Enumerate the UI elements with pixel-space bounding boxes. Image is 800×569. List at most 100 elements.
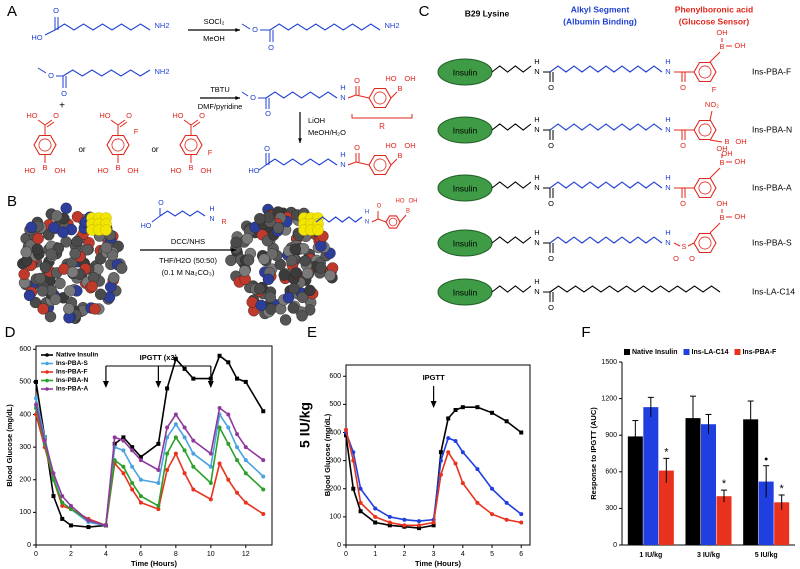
point <box>417 523 422 528</box>
legend-swatch <box>683 349 690 355</box>
label: MeOH <box>203 34 225 43</box>
y-tick-label: 300 <box>19 444 31 451</box>
label: (0.1 M Na₂CO₃) <box>162 268 215 277</box>
y-tick-label: 600 <box>19 346 31 353</box>
y-tick-label: 100 <box>329 514 341 521</box>
point <box>121 438 126 443</box>
atom-sphere <box>18 268 30 280</box>
atom-label: O <box>377 204 382 210</box>
annotation: IPGTT (x3) <box>140 353 178 362</box>
atom-sphere <box>304 284 316 297</box>
atom-sphere <box>299 255 311 267</box>
bond <box>110 119 119 126</box>
label: (Glucose Sensor) <box>679 16 750 26</box>
atom-label: N <box>209 216 214 223</box>
atom-sphere <box>324 269 336 282</box>
point <box>235 445 240 450</box>
atom-sphere <box>54 277 66 290</box>
point <box>34 396 38 401</box>
point <box>34 402 38 407</box>
atom-label: O <box>48 71 54 80</box>
point <box>217 405 222 410</box>
x-tick-label: 12 <box>242 551 250 558</box>
label: or <box>151 145 158 154</box>
point <box>490 410 495 415</box>
atom-sphere <box>279 314 292 326</box>
point <box>519 520 524 525</box>
point <box>156 507 161 512</box>
atom-label: OH <box>54 166 65 175</box>
y-tick-label: 0 <box>27 542 31 549</box>
plot-frame <box>345 364 531 546</box>
insulin-label: Insulin <box>453 238 478 248</box>
point <box>358 509 363 514</box>
atom-sphere <box>100 241 113 254</box>
conjugate-name: Ins-LA-C14 <box>752 286 795 296</box>
atom-label: N <box>665 183 670 192</box>
point <box>373 514 378 519</box>
point <box>387 520 392 525</box>
point <box>138 494 143 499</box>
y-tick-label: 300 <box>605 505 617 512</box>
point <box>417 519 422 524</box>
atom-label: HO <box>99 111 110 120</box>
point <box>165 386 170 391</box>
aromatic-circle <box>184 138 198 152</box>
bar <box>774 502 790 545</box>
bar <box>743 419 759 545</box>
point <box>156 503 161 508</box>
x-tick-label: 0 <box>34 551 38 558</box>
y-tick-label: 500 <box>329 401 341 408</box>
point <box>431 520 436 525</box>
point <box>182 471 187 476</box>
bond <box>355 94 370 99</box>
x-axis-label: Time (Hours) <box>131 559 178 568</box>
atom-sphere <box>239 265 251 277</box>
atom-label: OH <box>404 74 415 83</box>
bar <box>643 407 659 545</box>
atom-sphere <box>44 310 57 323</box>
x-tick-label: 6 <box>139 551 143 558</box>
x-tick-label: 3 IU/kg <box>697 552 720 559</box>
point <box>60 500 65 505</box>
x-tick-label: 10 <box>207 551 215 558</box>
atom-label: H <box>340 150 345 159</box>
aromatic-circle <box>698 181 712 195</box>
label: LiOH <box>308 116 325 125</box>
point <box>130 487 135 492</box>
atom-label: O <box>265 109 271 118</box>
panel-label: B <box>7 193 17 210</box>
atom-sphere <box>23 289 36 302</box>
point <box>446 436 451 441</box>
y-tick-label: 400 <box>329 429 341 436</box>
atom-label: O <box>126 111 132 120</box>
plot-frame <box>35 345 273 546</box>
chain <box>265 158 338 166</box>
atom-label: N <box>365 220 369 226</box>
point <box>191 464 196 469</box>
bar <box>627 436 643 545</box>
point <box>344 427 348 432</box>
bond <box>151 215 161 223</box>
aromatic-circle <box>698 236 712 250</box>
atom-label: O <box>548 254 554 263</box>
arrow-head <box>235 28 240 32</box>
atom-sphere <box>60 202 72 215</box>
point <box>438 450 443 455</box>
atom-label: O <box>548 303 554 312</box>
label: (Albumin Binding) <box>563 16 637 26</box>
y-axis-label: Blood Glucose (mg/dL) <box>5 404 14 487</box>
x-tick-label: 6 <box>519 551 523 558</box>
atom-label: HO <box>172 111 183 120</box>
legend-label: Ins-PBA-A <box>56 386 88 393</box>
point <box>226 477 231 482</box>
atom-label: HO <box>97 166 108 175</box>
atom-label: H <box>534 277 539 286</box>
point <box>261 409 266 414</box>
atom-label: B <box>406 209 410 215</box>
bond <box>347 94 357 99</box>
benzene-ring <box>385 215 401 229</box>
point <box>226 441 231 446</box>
chain <box>549 285 721 293</box>
bar <box>716 496 732 545</box>
